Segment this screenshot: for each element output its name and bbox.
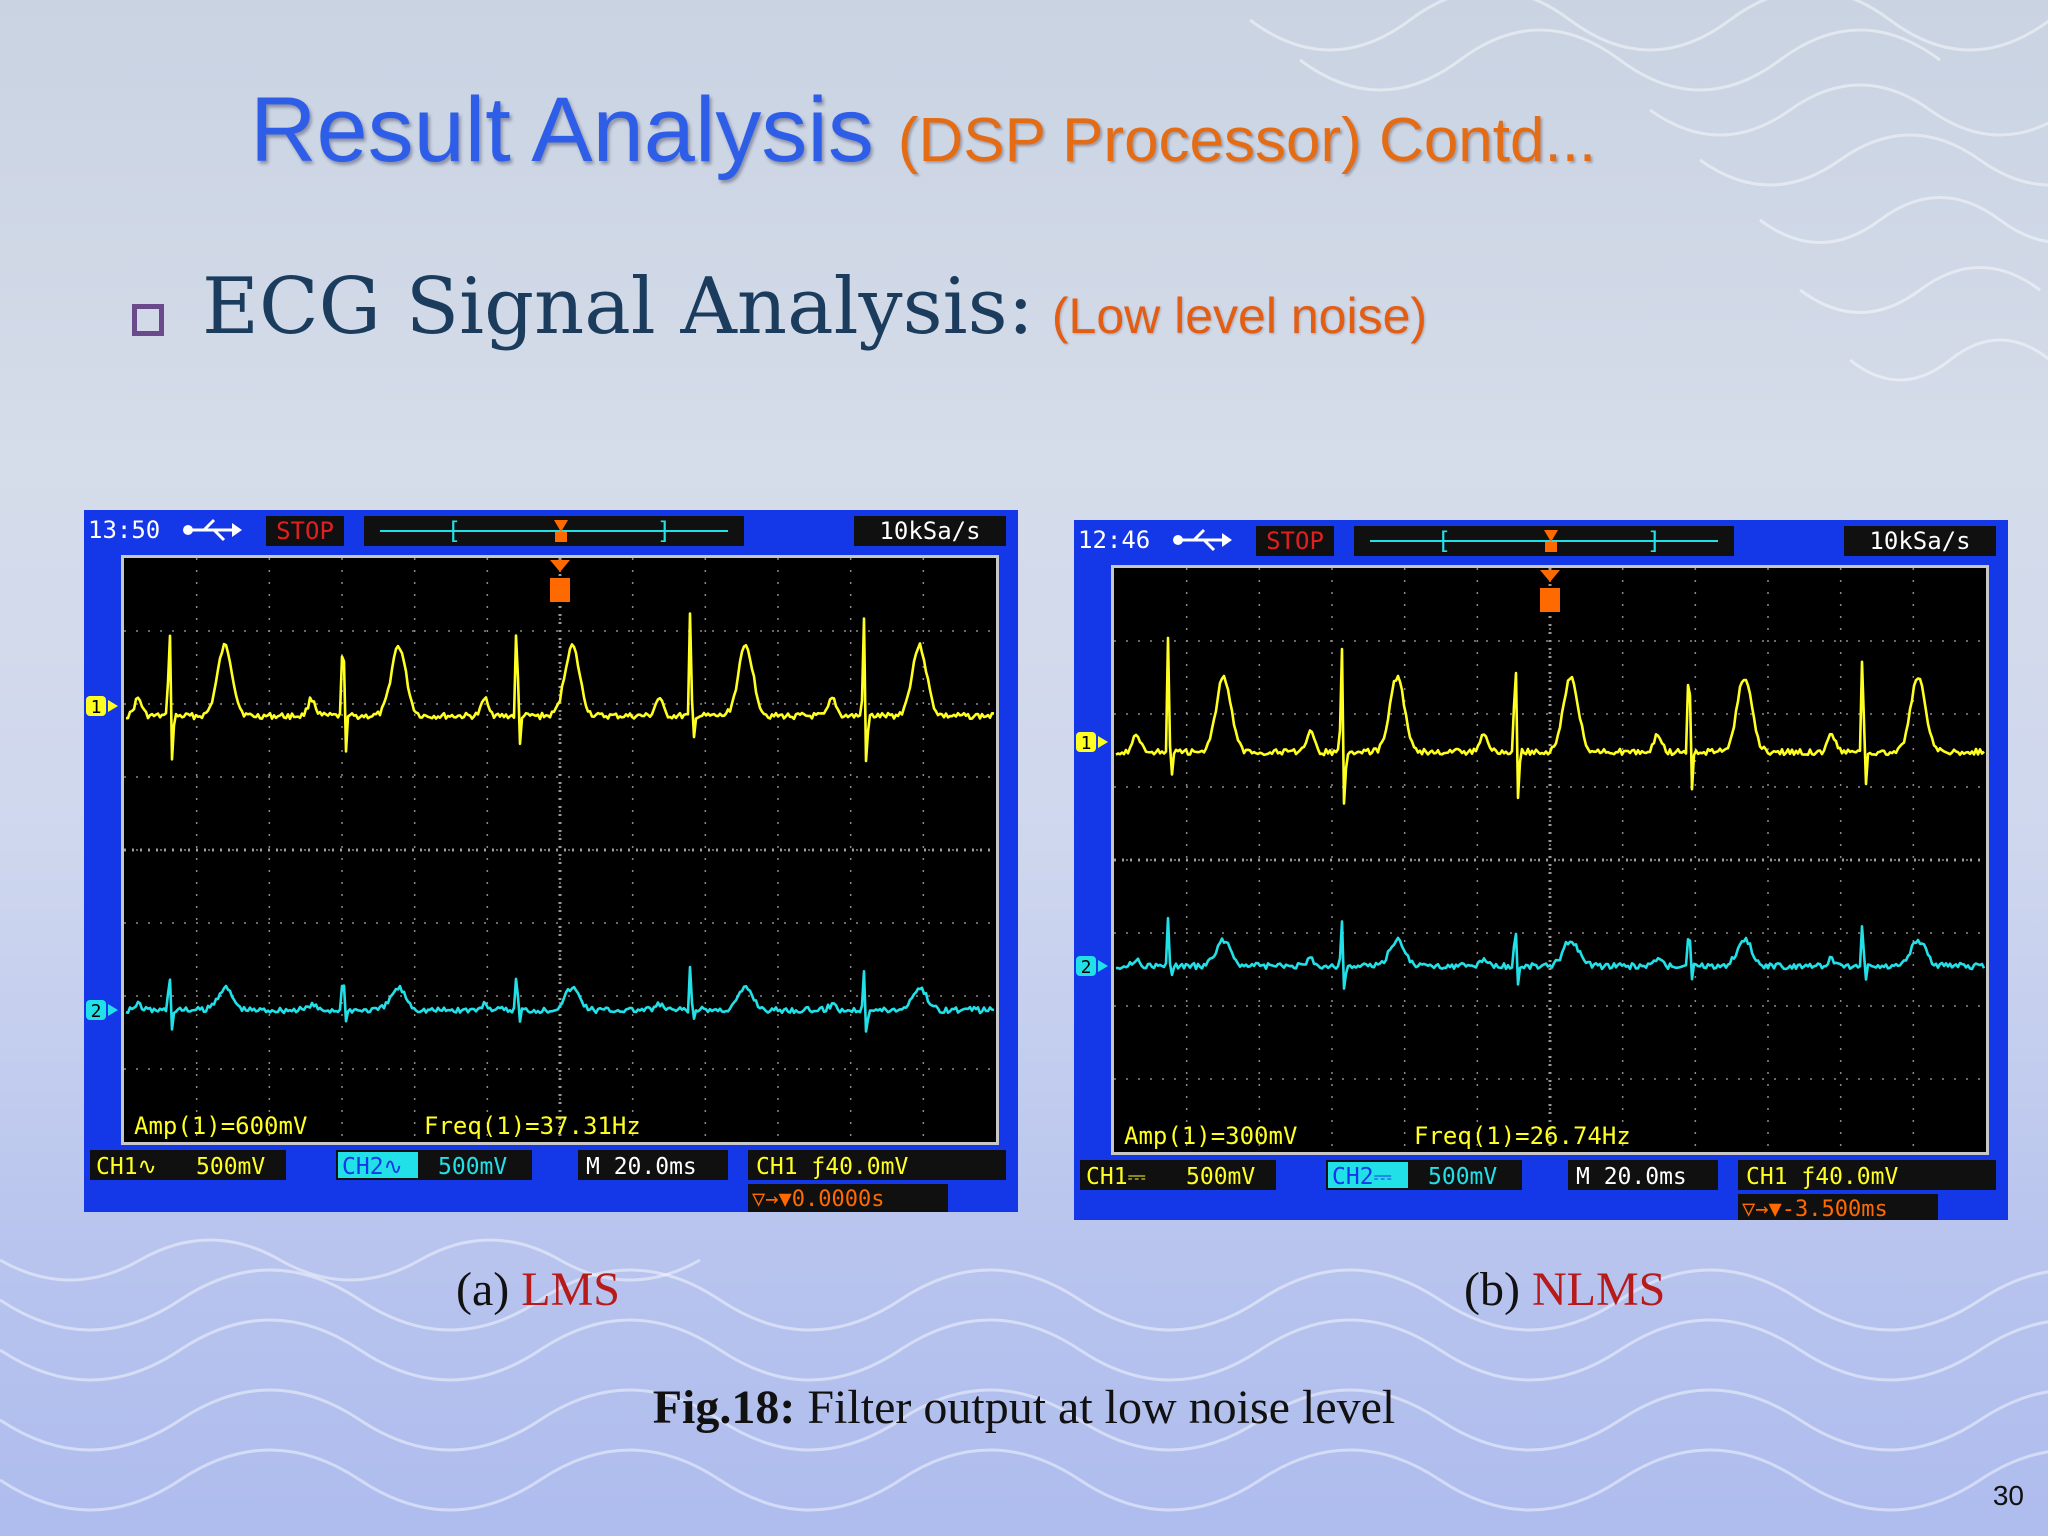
ch2-marker-label: 2 (91, 1001, 102, 1022)
trigger-top-marker (1540, 570, 1560, 582)
clock-time: 13:50 (88, 516, 160, 544)
trigger-level-box (748, 1150, 1006, 1180)
title-main: Result Analysis (250, 79, 874, 181)
trigger-level: CH1 ƒ40.0mV (1746, 1164, 1898, 1190)
ch2-trace (125, 965, 995, 1033)
ch1-label: CH1⎓ (1086, 1164, 1146, 1190)
ch2-marker: 2 (86, 1000, 118, 1022)
scope-display-lms: 13:50 STOP [] 10kSa/s 1 2 Amp(1)=600mV Freq(1)=… (86, 516, 1006, 1212)
sample-rate: 10kSa/s (879, 517, 980, 545)
stop-badge (1256, 526, 1334, 556)
freq-measurement: Freq(1)=37.31Hz (424, 1112, 641, 1140)
trigger-level-box (1738, 1160, 1996, 1190)
caption-nlms: (b) NLMS (1464, 1262, 1665, 1317)
stop-badge (266, 516, 344, 546)
timebase-box (578, 1150, 728, 1180)
usb-icon (1173, 528, 1232, 552)
trigger-t-marker (1540, 588, 1560, 612)
sample-rate: 10kSa/s (1869, 527, 1970, 555)
caption-nlms-name: NLMS (1531, 1263, 1666, 1316)
ch1-label: CH1∿ (96, 1154, 157, 1180)
trigger-level: CH1 ƒ40.0mV (756, 1154, 908, 1180)
caption-lms: (a) LMS (456, 1262, 620, 1317)
bullet-heading: ECG Signal Analysis: (Low level noise) (202, 262, 1427, 352)
figure-caption: Fig.18: Filter output at low noise level (0, 1380, 2048, 1435)
ch1-scale-box (90, 1150, 286, 1180)
ch2-scale: 500mV (1428, 1164, 1497, 1190)
trigger-delay: ▽→▼-3.500ms (1742, 1197, 1888, 1220)
ch1-marker-label: 1 (91, 697, 102, 718)
ch1-marker-label: 1 (1081, 733, 1092, 754)
amp-measurement: Amp(1)=600mV (134, 1112, 307, 1140)
trigger-delay-box (748, 1184, 948, 1212)
trigger-delay: ▽→▼0.0000s (752, 1187, 884, 1212)
amp-measurement: Amp(1)=300mV (1124, 1122, 1297, 1150)
timebase-box (1568, 1160, 1718, 1190)
title-subtitle: (DSP Processor) Contd... (897, 106, 1597, 175)
stop-label: STOP (276, 517, 334, 545)
oscilloscope-screen-lms: 13:50 STOP [] 10kSa/s 1 2 Amp(1)=600mV Freq(1)=… (84, 510, 1018, 1212)
trigger-t-marker (550, 578, 570, 602)
trigger-marker-icon (554, 520, 568, 532)
ch2-marker: 2 (1076, 956, 1108, 978)
trigger-bracket-left: [ (447, 517, 461, 545)
ch2-trace (1115, 916, 1986, 990)
ch2-label: CH2∿ (342, 1154, 403, 1180)
ch1-scale: 500mV (196, 1154, 265, 1180)
freq-measurement: Freq(1)=26.74Hz (1414, 1122, 1631, 1150)
sample-rate-box (1844, 526, 1996, 556)
figure-text: Filter output at low noise level (795, 1381, 1396, 1434)
ch1-marker: 1 (1076, 732, 1108, 754)
grid (1114, 568, 1986, 1152)
caption-lms-prefix: (a) (456, 1263, 522, 1316)
stop-label: STOP (1266, 527, 1324, 555)
bullet-text: ECG Signal Analysis: (202, 262, 1034, 352)
figure-label: Fig.18: (652, 1381, 796, 1434)
usb-icon (183, 518, 242, 542)
ch1-scale-box (1080, 1160, 1276, 1190)
scope-display-nlms: 12:46 STOP [] 10kSa/s 1 2 Amp(1)=300mV Freq(1)=… (1076, 526, 1996, 1220)
bullet-note: (Low level noise) (1051, 288, 1428, 344)
square-bullet-icon (132, 304, 164, 336)
page-number: 30 (1992, 1480, 2024, 1511)
trigger-bracket-right: ] (657, 517, 671, 545)
trigger-bracket-right: ] (1647, 527, 1661, 555)
sample-rate-box (854, 516, 1006, 546)
ch2-scale: 500mV (438, 1154, 507, 1180)
ch1-trace (125, 612, 995, 763)
trigger-top-marker (550, 560, 570, 572)
ch2-marker-label: 2 (1081, 957, 1092, 978)
ch1-marker: 1 (86, 696, 118, 718)
oscilloscope-screen-nlms: 12:46 STOP [] 10kSa/s 1 2 Amp(1)=300mV Freq(1)=… (1074, 520, 2008, 1220)
trigger-marker-icon (1544, 530, 1558, 542)
ch1-scale: 500mV (1186, 1164, 1255, 1190)
timebase: M 20.0ms (1576, 1164, 1687, 1190)
caption-nlms-prefix: (b) (1464, 1263, 1532, 1316)
caption-lms-name: LMS (521, 1263, 620, 1316)
trigger-bracket-left: [ (1437, 527, 1451, 555)
trigger-delay-box (1738, 1194, 1938, 1220)
slide-title: Result Analysis (DSP Processor) Contd... (250, 78, 1596, 183)
timebase: M 20.0ms (586, 1154, 697, 1180)
ch1-trace (1115, 636, 1985, 805)
clock-time: 12:46 (1078, 526, 1150, 554)
ch2-label: CH2⎓ (1332, 1164, 1392, 1190)
